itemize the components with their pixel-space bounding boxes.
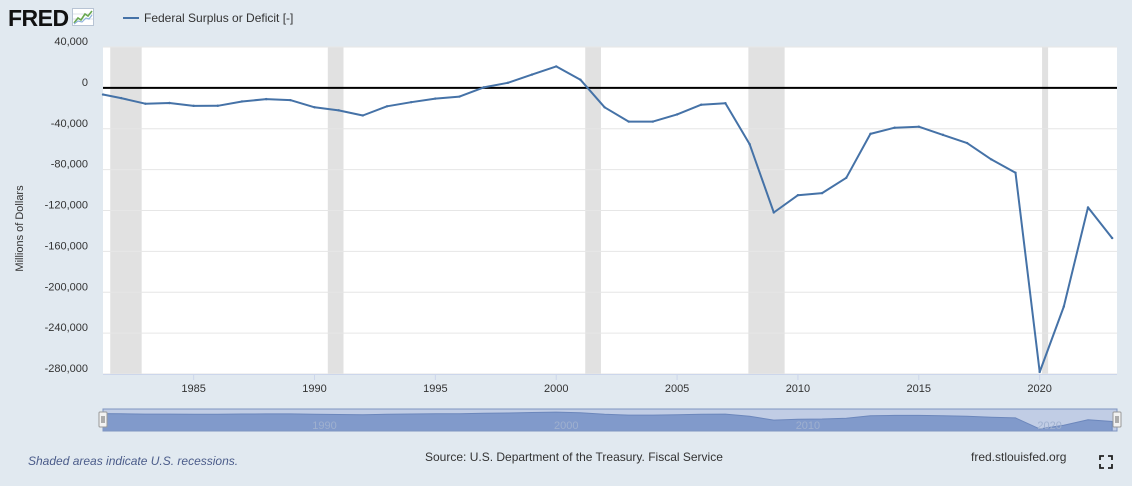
data-point (820, 191, 824, 195)
navigator-label: 2000 (554, 420, 578, 432)
data-point (337, 109, 340, 112)
y-tick-label: -40,000 (51, 118, 88, 130)
x-tick-label: 2015 (907, 383, 931, 395)
navigator-area (102, 411, 1113, 432)
y-axis-title: Millions of Dollars (14, 185, 26, 272)
data-point (409, 100, 413, 104)
x-tick-label: 1995 (423, 383, 447, 395)
data-point (1014, 171, 1017, 174)
data-point (700, 103, 703, 106)
y-tick-label: -120,000 (45, 200, 88, 212)
x-tick-label: 2020 (1027, 383, 1051, 395)
data-point (192, 104, 195, 108)
data-point (941, 133, 945, 137)
navigator-label: 1990 (312, 420, 336, 432)
data-point (1062, 305, 1066, 308)
navigator-handle-left[interactable] (98, 411, 108, 428)
navigator-label: 2010 (796, 420, 820, 432)
data-point (651, 120, 655, 123)
data-point (603, 106, 606, 109)
x-tick-label: 1990 (302, 383, 326, 395)
legend-line-swatch (123, 17, 139, 19)
data-point (748, 142, 751, 146)
fred-logo[interactable]: FRED (8, 5, 94, 31)
legend-series-label: Federal Surplus or Deficit [-] (144, 11, 294, 25)
y-tick-label: 40,000 (54, 36, 88, 48)
y-tick-label: -240,000 (45, 322, 88, 334)
data-point (530, 73, 534, 76)
y-tick-label: -80,000 (51, 159, 88, 171)
data-point (216, 104, 220, 107)
recession-note: Shaded areas indicate U.S. recessions. (28, 454, 239, 468)
chart-legend: Federal Surplus or Deficit [-] (123, 11, 293, 25)
data-point (555, 65, 558, 68)
data-point (240, 100, 244, 103)
data-point (675, 113, 679, 116)
data-point (579, 78, 582, 81)
navigator-selection (102, 408, 1118, 432)
data-point (458, 95, 461, 98)
data-point (434, 97, 437, 100)
data-point (965, 141, 969, 145)
data-point (313, 106, 316, 109)
data-point (119, 96, 123, 100)
x-tick-label: 1985 (181, 383, 205, 395)
data-point (506, 81, 510, 84)
fullscreen-icon[interactable] (1099, 455, 1113, 469)
y-tick-label: -200,000 (45, 281, 88, 293)
data-point (724, 102, 727, 105)
data-point (101, 93, 105, 96)
data-point (627, 120, 630, 123)
navigator-handle-right[interactable] (1112, 411, 1122, 428)
data-point (264, 97, 268, 101)
data-point (893, 126, 896, 129)
fred-logo-text: FRED (8, 5, 69, 31)
source-text: Source: U.S. Department of the Treasury.… (425, 450, 723, 464)
x-tick-label: 2010 (786, 383, 810, 395)
data-point (385, 105, 389, 108)
data-point (482, 86, 485, 89)
y-tick-label: -280,000 (45, 363, 88, 375)
data-point (361, 114, 365, 117)
data-point (289, 98, 292, 102)
data-point (1110, 236, 1114, 240)
site-url[interactable]: fred.stlouisfed.org (971, 450, 1067, 464)
data-point (1038, 370, 1041, 374)
data-point (990, 158, 993, 161)
line-graph-icon (71, 7, 94, 31)
y-tick-label: 0 (82, 77, 88, 89)
data-point (1086, 206, 1090, 209)
data-point (917, 125, 920, 128)
x-tick-label: 2000 (544, 383, 568, 395)
data-point (168, 101, 171, 105)
data-point (144, 102, 147, 105)
x-tick-label: 2005 (665, 383, 689, 395)
data-point (772, 211, 775, 214)
navigator-label: 2020 (1037, 420, 1061, 432)
data-point (796, 193, 800, 197)
data-point (869, 132, 872, 136)
data-point (845, 176, 848, 179)
y-tick-label: -160,000 (45, 240, 88, 252)
